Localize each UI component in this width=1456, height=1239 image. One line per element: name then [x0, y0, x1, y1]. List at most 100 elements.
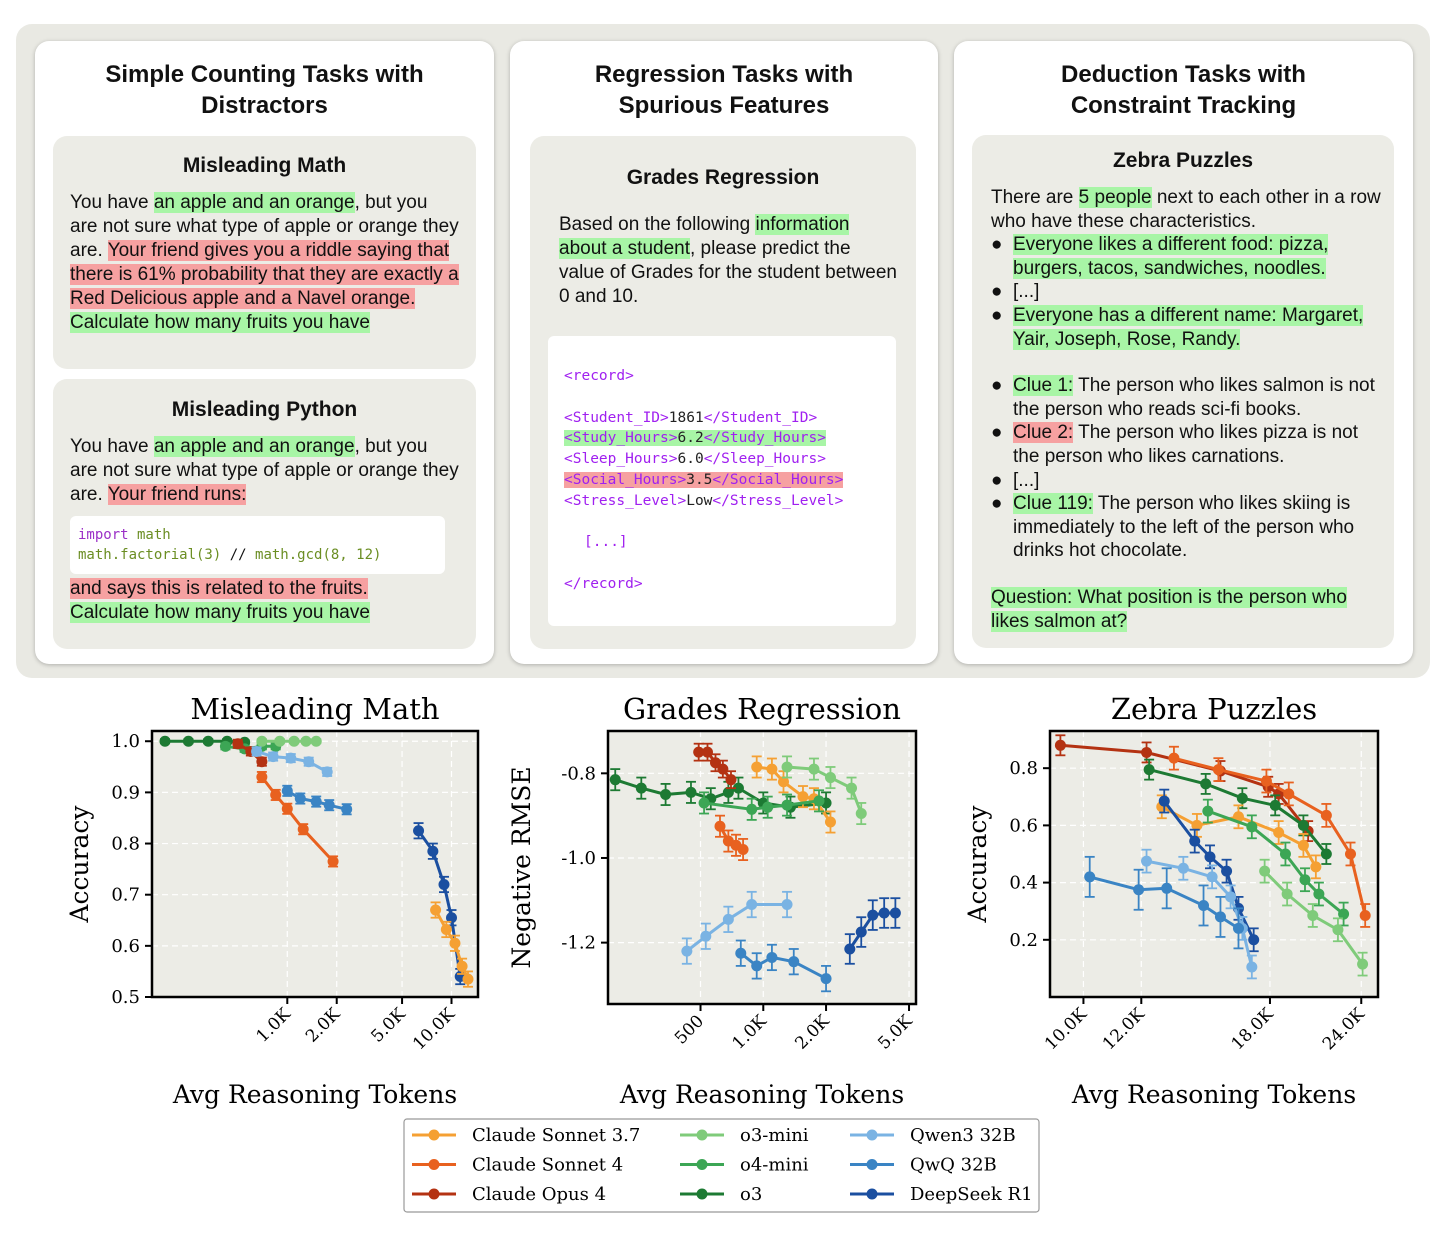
x-tick-label: 24.0K [1319, 1004, 1369, 1054]
data-point [285, 752, 297, 764]
series-claude-sonnet-4 [714, 814, 749, 861]
series-claude-sonnet-3-7 [430, 901, 474, 988]
legend-item: Claude Sonnet 4 [412, 1155, 623, 1176]
record-open-tag: <Sleep_Hours> [564, 451, 678, 468]
legend-label: Claude Sonnet 4 [472, 1155, 623, 1176]
data-point [855, 926, 867, 938]
data-point [808, 763, 820, 775]
data-point [1133, 884, 1145, 896]
data-point [1177, 862, 1189, 874]
y-tick-label: 0.7 [111, 885, 140, 906]
data-point [430, 904, 442, 916]
series-qwq-32b [735, 939, 832, 993]
misleading-python-prompt: You have an apple and an orange, but you… [70, 436, 459, 505]
legend-label: o4-mini [740, 1155, 809, 1176]
clue-item: ● Clue 2: The person who likes pizza is n… [991, 422, 1358, 467]
legend-item: Qwen3 32B [850, 1125, 1016, 1146]
legend-item: o3-mini [680, 1125, 809, 1146]
data-point [751, 960, 763, 972]
record-value: 6.2 [677, 430, 704, 447]
data-point [1161, 882, 1173, 894]
x-tick-label: 10.0K [409, 1004, 459, 1054]
data-point [1236, 792, 1248, 804]
x-tick-label: 2.0K [791, 1011, 833, 1053]
data-point [446, 912, 458, 924]
series-o3-mini [781, 755, 867, 826]
plot-area [152, 731, 478, 997]
data-point [456, 960, 468, 972]
characteristic-item: ● Everyone likes a different food: pizza,… [991, 234, 1329, 279]
record-close-tag: </Study_Hours> [703, 430, 826, 447]
y-tick-label: 0.8 [111, 834, 140, 855]
legend-label: Claude Sonnet 3.7 [472, 1125, 640, 1146]
record-fields: <Student_ID>1861</Student_ID> <Study_Hour… [564, 408, 896, 512]
data-point [722, 786, 734, 798]
data-point [788, 956, 800, 968]
data-point [219, 740, 231, 752]
data-point [1206, 871, 1218, 883]
legend-item: o3 [680, 1184, 762, 1205]
misleading-math-title: Misleading Math [182, 154, 347, 177]
plot-frame [606, 729, 918, 1006]
data-point [1297, 839, 1309, 851]
record-field: <Student_ID>1861</Student_ID> [564, 408, 896, 429]
x-tick-label: 12.0K [1099, 1004, 1149, 1054]
data-point [1283, 788, 1295, 800]
misleading-python-title: Misleading Python [171, 398, 358, 421]
legend-marker [428, 1159, 440, 1170]
data-point [1313, 888, 1325, 900]
data-point [297, 823, 309, 835]
python-code-block: import math math.factorial(3) // math.gc… [70, 516, 445, 574]
series-line [1146, 859, 1254, 968]
data-point [746, 899, 758, 911]
record-open-tag: <Social_Hours> [564, 471, 687, 488]
legend-marker [428, 1129, 440, 1141]
series-qwq-32b [281, 784, 353, 816]
data-point [300, 735, 312, 747]
data-point [824, 772, 836, 784]
data-point [310, 735, 322, 747]
legend-item: DeepSeek R1 [850, 1184, 1033, 1205]
legend-marker [428, 1188, 440, 1200]
data-point [781, 799, 793, 811]
record-close-tag: </Social_Hours> [712, 471, 844, 488]
data-point [1141, 855, 1153, 867]
series-line [1163, 800, 1256, 941]
data-point [440, 923, 452, 935]
x-tick-label: 18.0K [1228, 1004, 1278, 1054]
chart-grades-regression: -0.8 -1.0 -1.2 500 1.0K 2.0K 5.0K Grades Regres… [507, 692, 918, 1109]
data-point [878, 907, 890, 919]
data-point [159, 735, 171, 747]
record-close-tag: </Sleep_Hours> [703, 451, 826, 468]
data-point [310, 796, 322, 808]
data-point [1359, 909, 1371, 921]
data-point [1320, 848, 1332, 860]
x-tick-label: 500 [671, 1011, 708, 1048]
legend-item: Claude Opus 4 [412, 1184, 606, 1205]
y-tick-label: 0.9 [111, 782, 140, 803]
data-point [735, 947, 747, 959]
y-tick-label: 0.5 [111, 987, 140, 1008]
data-point [232, 738, 244, 750]
data-point [323, 799, 335, 811]
data-point [202, 735, 214, 747]
data-point [256, 771, 268, 783]
data-point [701, 746, 713, 758]
data-point [1320, 809, 1332, 821]
data-point [766, 763, 778, 775]
data-point [844, 943, 856, 955]
series-line [1148, 768, 1328, 855]
data-point [698, 797, 710, 809]
chart-zebra-puzzles: 0.8 0.6 0.4 0.2 10.0K 12.0K 18.0K 24.0K Zebra Pu… [963, 692, 1380, 1109]
legend-label: Qwen3 32B [910, 1125, 1016, 1146]
data-point [294, 793, 306, 805]
data-point [1310, 861, 1322, 873]
record-field: <Social_Hours>3.5</Social_Hours> [564, 470, 896, 491]
data-point [820, 973, 832, 985]
data-point [1279, 848, 1291, 860]
data-point [1248, 934, 1260, 946]
data-point [281, 785, 293, 797]
deduction-card-title: Deduction Tasks with Constraint Tracking [1061, 61, 1306, 119]
legend-label: o3 [740, 1184, 762, 1205]
data-point [1338, 908, 1350, 920]
